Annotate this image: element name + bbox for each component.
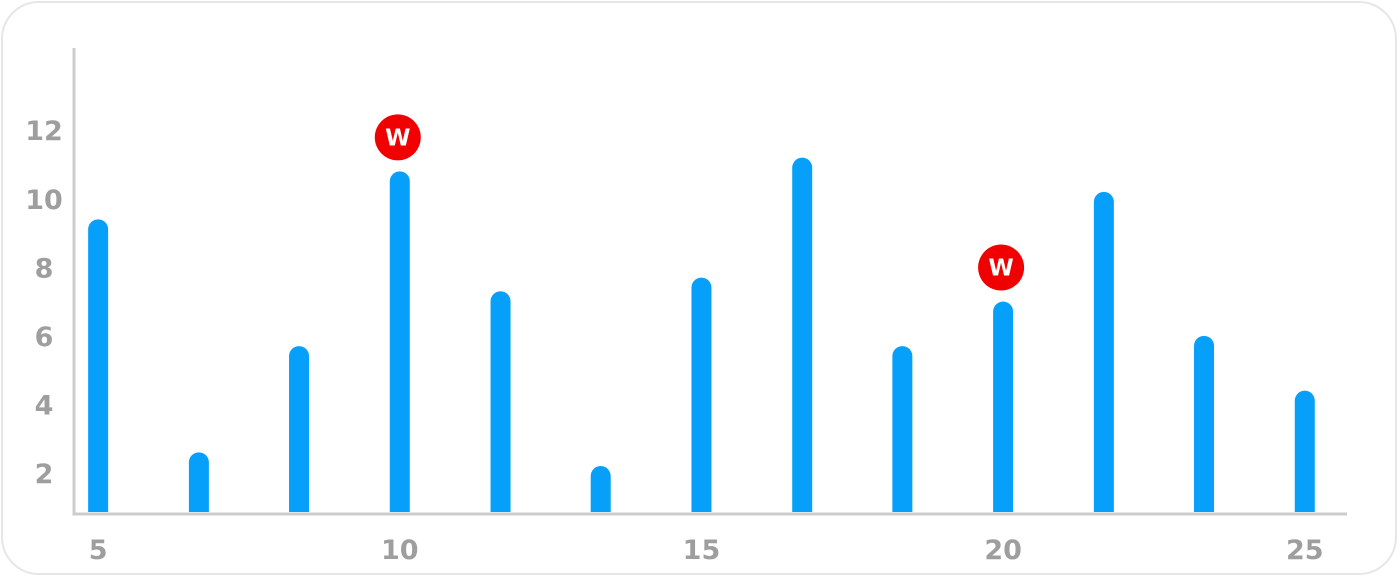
bars xyxy=(88,157,1315,513)
x-tick-label: 15 xyxy=(683,535,721,566)
y-tick-label: 10 xyxy=(25,185,63,216)
bar xyxy=(993,301,1014,512)
y-axis-ticks: 2 4 6 8 10 12 xyxy=(25,116,63,490)
bar xyxy=(289,346,310,512)
bar xyxy=(590,466,611,512)
y-tick-label: 12 xyxy=(25,116,63,147)
badge-label: W xyxy=(385,125,410,151)
bar xyxy=(892,346,913,512)
y-tick-label: 2 xyxy=(35,459,54,490)
bar xyxy=(188,452,209,512)
badge-circle xyxy=(978,244,1025,291)
x-tick-label: 10 xyxy=(381,535,419,566)
bar xyxy=(1093,191,1114,513)
annotation-badge: W xyxy=(374,114,421,161)
bar xyxy=(1194,335,1215,512)
bar xyxy=(792,157,813,512)
badge-circle xyxy=(374,114,421,161)
bar xyxy=(490,291,511,512)
y-tick-label: 4 xyxy=(35,390,54,421)
y-tick-label: 6 xyxy=(35,322,54,353)
bar xyxy=(389,171,410,512)
x-tick-label: 20 xyxy=(984,535,1022,566)
x-tick-label: 5 xyxy=(89,535,108,566)
bar xyxy=(1294,390,1315,512)
annotations: WW xyxy=(374,114,1025,291)
x-tick-label: 25 xyxy=(1286,535,1324,566)
bar xyxy=(691,277,712,512)
bar xyxy=(88,219,109,512)
y-tick-label: 8 xyxy=(35,253,54,284)
x-axis-ticks: 5 10 15 20 25 xyxy=(89,535,1324,566)
annotation-badge: W xyxy=(978,244,1025,291)
badge-label: W xyxy=(988,256,1013,282)
